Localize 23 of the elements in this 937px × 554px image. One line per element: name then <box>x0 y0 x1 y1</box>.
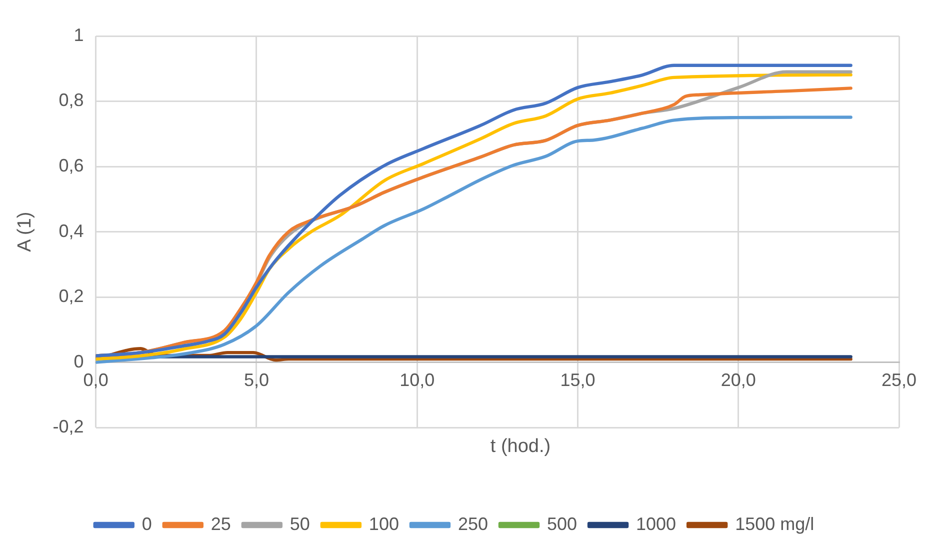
legend-label: 50 <box>290 514 310 534</box>
legend-label: 1000 <box>636 514 676 534</box>
y-tick-label: 1 <box>74 24 84 45</box>
legend-label: 25 <box>210 514 231 534</box>
x-tick-label: 10,0 <box>400 370 435 390</box>
y-tick-label: 0,8 <box>58 90 84 110</box>
x-tick-label: 0,0 <box>83 370 108 390</box>
legend-label: 0 <box>142 514 152 534</box>
x-tick-label: 15,0 <box>560 370 596 390</box>
y-tick-label: 0,6 <box>58 156 84 176</box>
x-tick-label: 5,0 <box>244 370 269 390</box>
y-tick-label: 0 <box>74 351 84 372</box>
legend-label: 250 <box>458 514 488 534</box>
legend-label: 500 <box>546 514 578 534</box>
legend-label: 100 <box>368 514 399 534</box>
y-tick-label: 0,4 <box>58 220 84 241</box>
y-tick-label: -0,2 <box>52 416 84 437</box>
y-tick-label: 0,2 <box>58 286 84 306</box>
legend-label: 1500 mg/l <box>735 514 814 534</box>
y-axis-title: A (1) <box>14 212 36 252</box>
x-tick-label: 20,0 <box>720 370 756 390</box>
x-tick-label: 25,0 <box>881 370 917 390</box>
x-axis-title: t (hod.) <box>489 436 552 458</box>
